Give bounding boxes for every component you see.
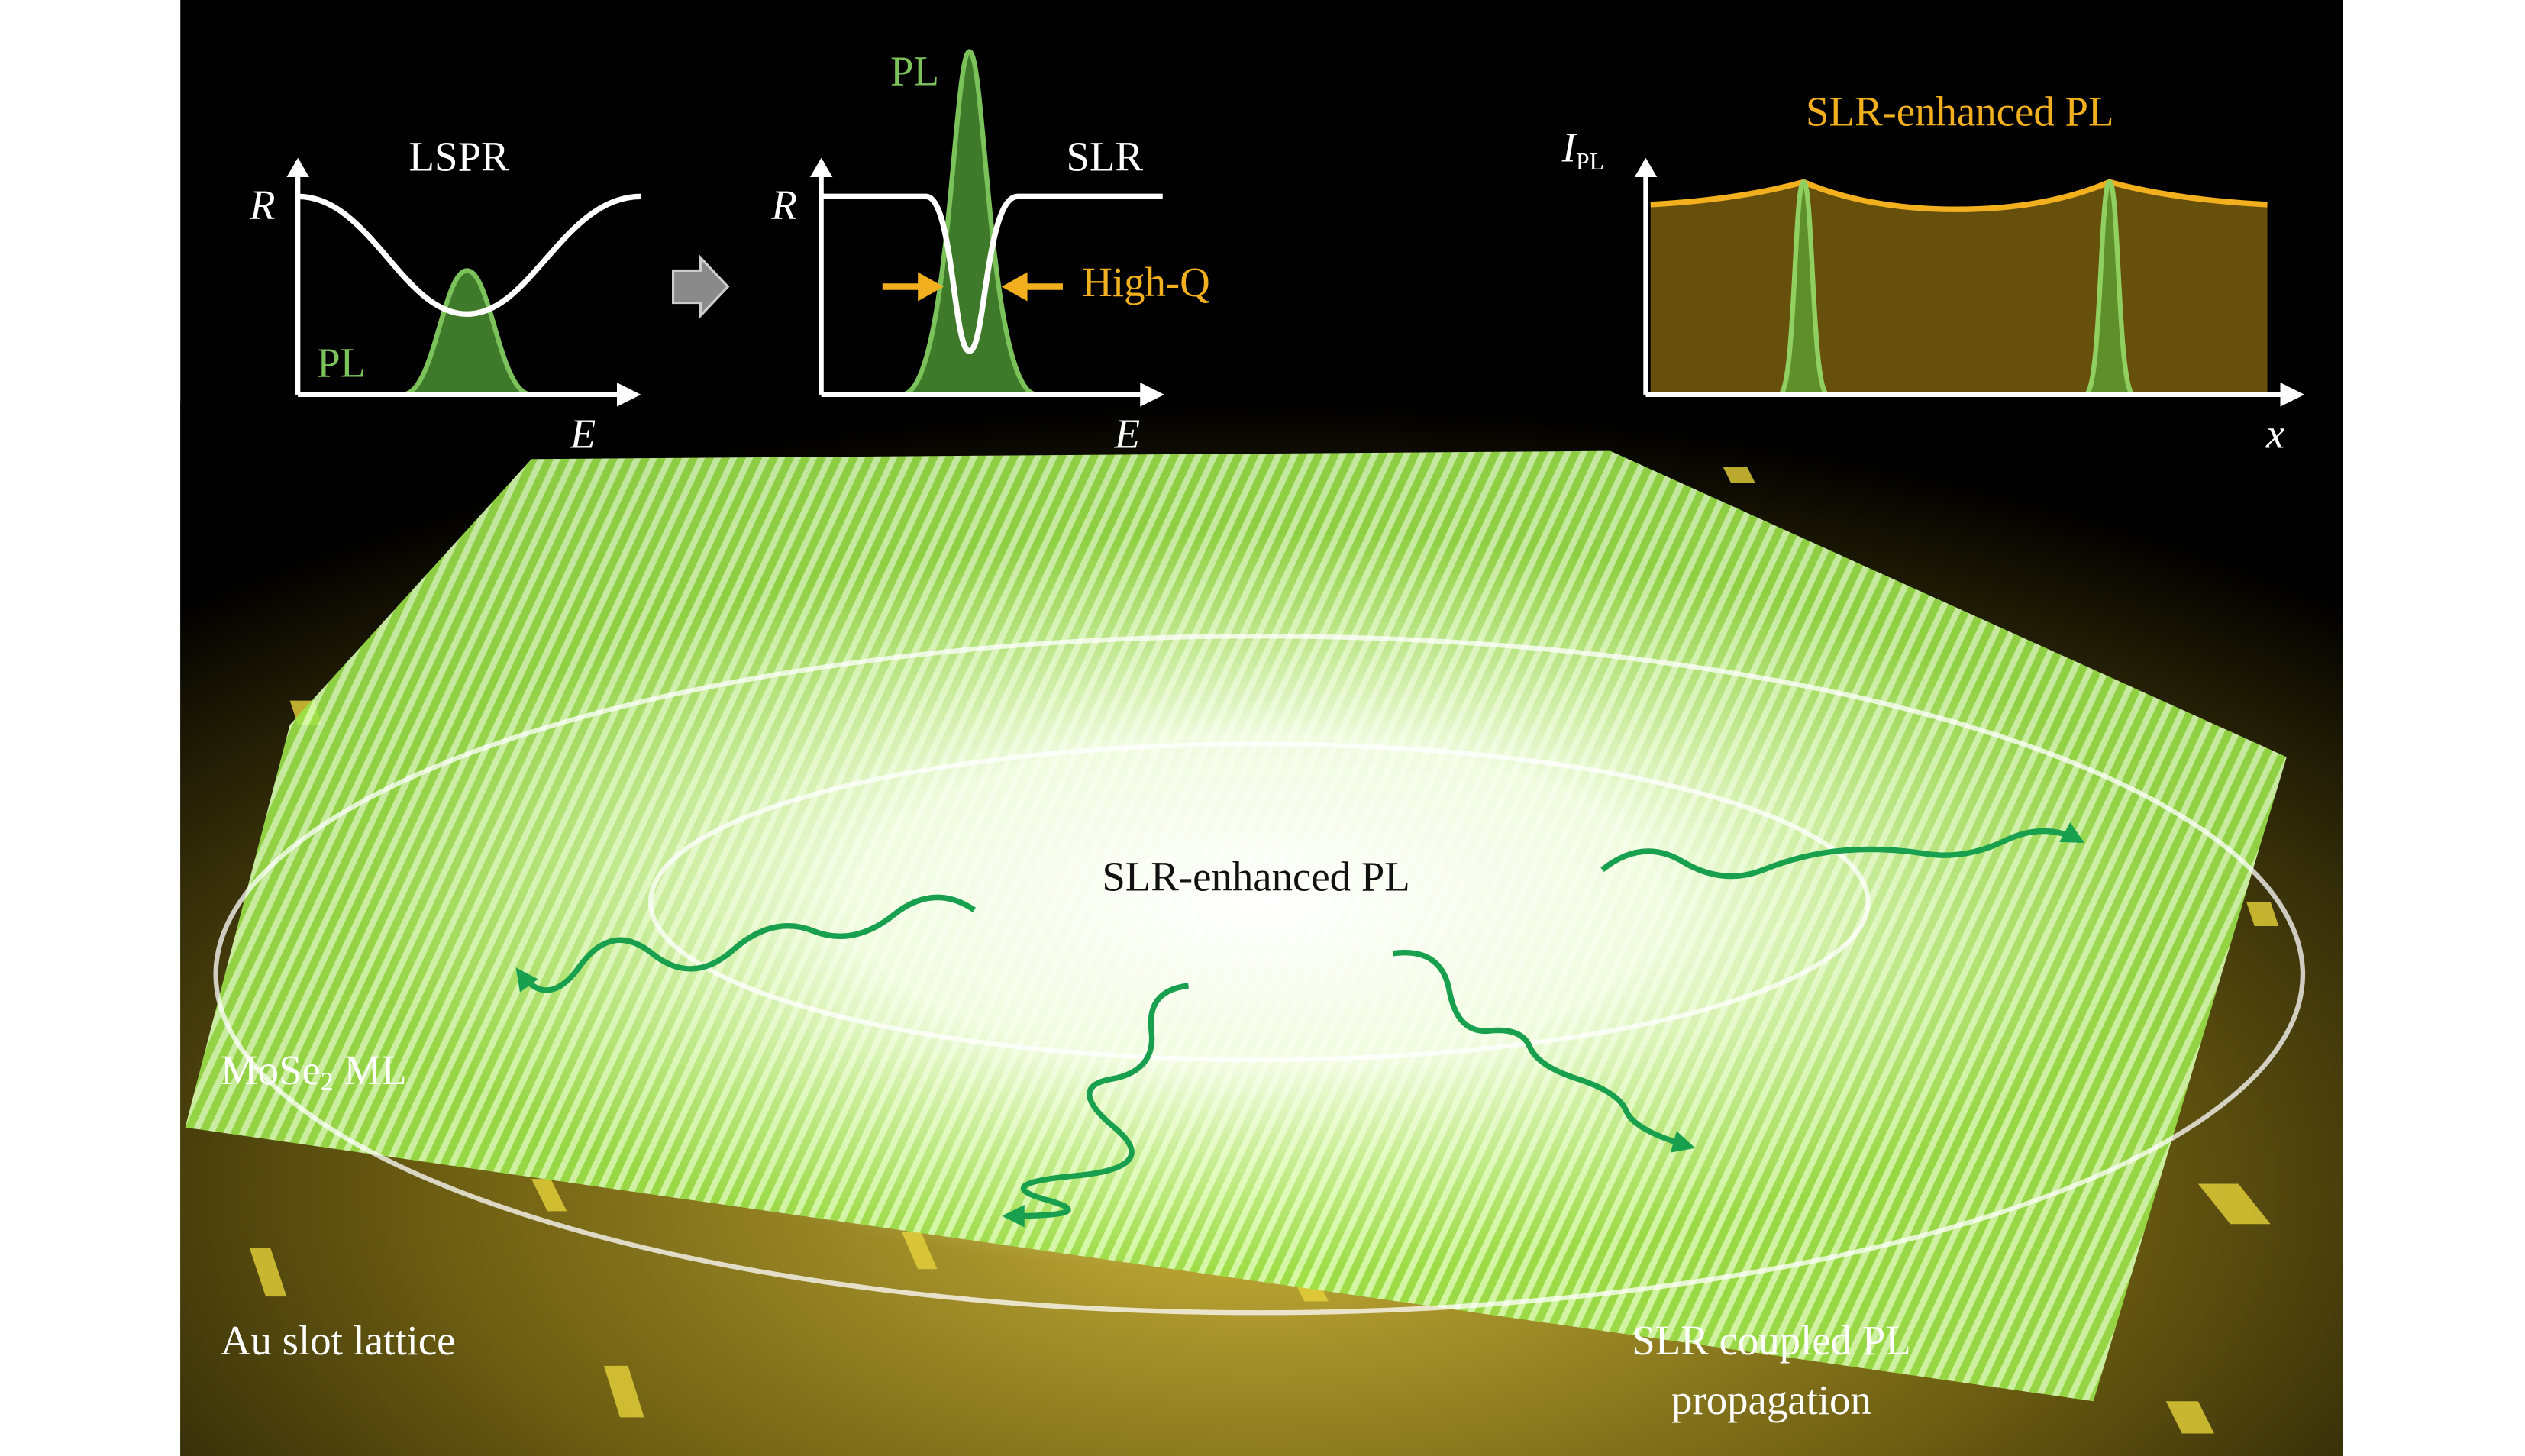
axes (819, 160, 1160, 395)
process-arrow (672, 254, 730, 319)
axis-arrow (286, 157, 309, 178)
pl-fill (1650, 182, 2268, 395)
propagation-label: propagation (1671, 1377, 1871, 1423)
r-curve (821, 193, 1163, 354)
outer-ring (213, 634, 2306, 1316)
x-axis-label: E (1114, 410, 1140, 457)
pl-peak (901, 49, 1038, 397)
pl-peaks (1778, 179, 2136, 397)
y-axis-label: IPL (1561, 124, 1604, 176)
panel-title: SLR-enhanced PL (1806, 88, 2113, 134)
pl-envelope (1650, 179, 2268, 212)
monolayer-label: MoSe2 ML (221, 1047, 407, 1096)
wavy-arrows (515, 822, 2085, 1228)
inner-ring (647, 741, 1871, 1063)
axes (1643, 160, 2299, 395)
pl-glow (354, 531, 2159, 1273)
substrate-label: Au slot lattice (221, 1317, 456, 1364)
y-axis-label: R (249, 182, 275, 228)
panel-propagation: SLR-enhanced PL IPL x (1561, 88, 2300, 457)
panel-lspr: LSPR R E PL (249, 134, 641, 457)
x-axis-label: x (2265, 410, 2284, 457)
y-axis-label: R (770, 182, 796, 228)
peak-label: PL (317, 340, 366, 386)
r-curve (298, 193, 641, 318)
annotation: High-Q (1082, 259, 1209, 305)
x-axis-label: E (570, 410, 596, 457)
peak-label: PL (890, 48, 939, 95)
pl-peak (402, 268, 532, 397)
panel-title: LSPR (409, 134, 509, 180)
center-label: SLR-enhanced PL (1102, 853, 1409, 899)
fwhm-arrowheads (918, 272, 1028, 302)
panel-title: SLR (1067, 134, 1144, 180)
axis-arrow (809, 157, 833, 178)
axis-arrow (1634, 157, 1658, 178)
axes (295, 160, 636, 395)
propagation-label: SLR coupled PL (1632, 1317, 1910, 1364)
panel-slr: SLR R E PL High-Q (770, 48, 1209, 457)
